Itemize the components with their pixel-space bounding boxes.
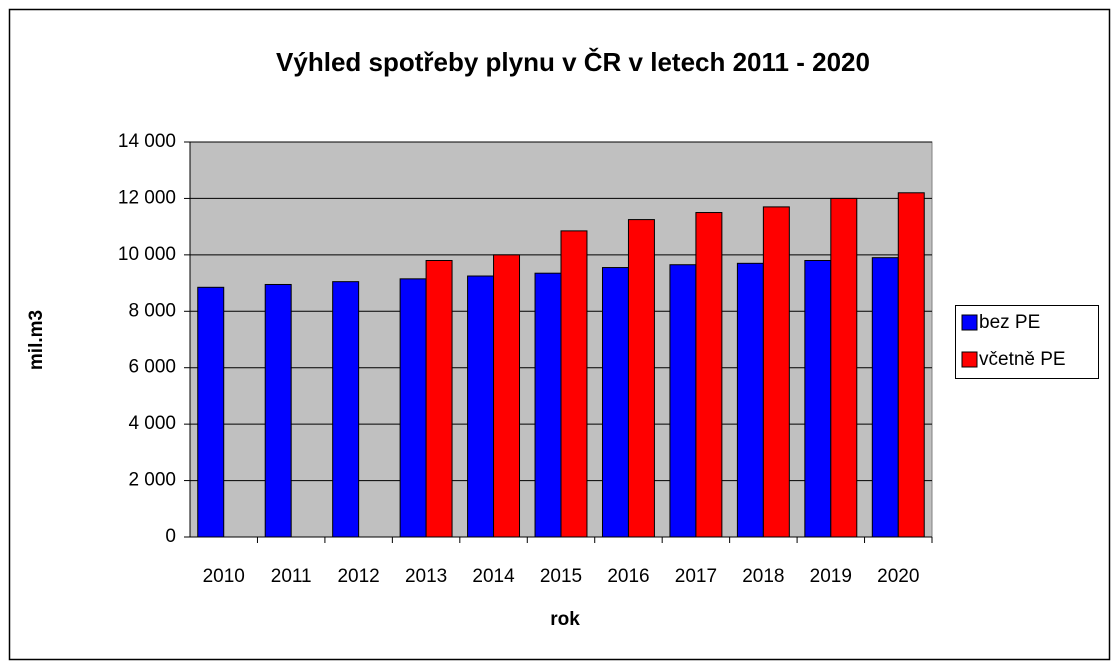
bar — [264, 283, 292, 538]
chart-title: Výhled spotřeby plynu v ČR v letech 2011… — [276, 47, 870, 77]
legend-swatch — [961, 351, 978, 368]
x-tick-label: 2016 — [607, 566, 649, 587]
bar — [332, 281, 360, 538]
y-tick-label: 14 000 — [118, 131, 176, 152]
x-tick-label: 2013 — [405, 566, 447, 587]
bar — [762, 206, 790, 538]
y-axis-label: mil.m3 — [26, 310, 47, 370]
y-tick-label: 6 000 — [128, 357, 176, 378]
bar — [425, 260, 453, 538]
y-tick-label: 4 000 — [128, 413, 176, 434]
bar — [467, 275, 495, 538]
x-tick-label: 2020 — [877, 566, 919, 587]
bar — [736, 262, 764, 538]
x-tick-label: 2017 — [675, 566, 717, 587]
legend-label: včetně PE — [979, 349, 1066, 370]
x-tick-label: 2010 — [203, 566, 245, 587]
x-axis-label: rok — [550, 609, 580, 630]
bar — [627, 219, 655, 538]
bar — [399, 278, 427, 538]
legend-box — [955, 305, 1099, 379]
bar — [560, 230, 588, 538]
x-tick-label: 2019 — [810, 566, 852, 587]
bar — [830, 197, 858, 538]
y-tick-label: 12 000 — [118, 187, 176, 208]
x-tick-label: 2015 — [540, 566, 582, 587]
bar — [197, 286, 225, 538]
x-tick-label: 2018 — [742, 566, 784, 587]
y-tick-label: 8 000 — [128, 300, 176, 321]
bar — [493, 254, 521, 538]
legend-label: bez PE — [979, 312, 1040, 333]
bar — [871, 257, 899, 538]
bar — [695, 212, 723, 538]
y-tick-label: 10 000 — [118, 244, 176, 265]
bar — [669, 264, 697, 538]
legend-swatch — [961, 314, 978, 331]
bar — [804, 260, 832, 538]
x-tick-label: 2011 — [271, 566, 312, 587]
bar — [601, 267, 629, 538]
x-tick-label: 2012 — [337, 566, 379, 587]
bar — [534, 272, 562, 538]
y-tick-label: 2 000 — [128, 470, 176, 491]
y-tick-label: 0 — [165, 526, 176, 547]
bar — [897, 192, 925, 538]
x-tick-label: 2014 — [472, 566, 515, 587]
